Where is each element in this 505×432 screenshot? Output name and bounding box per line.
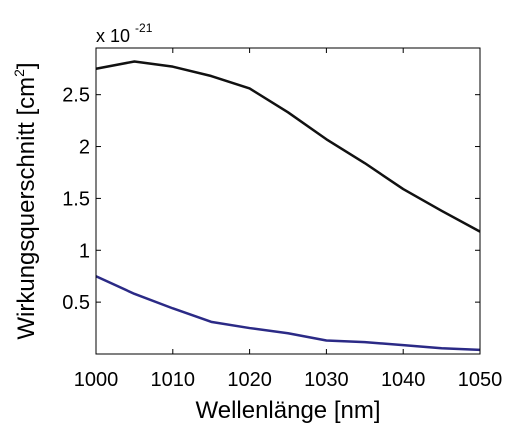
y-tick-label: 2: [79, 137, 90, 159]
y-tick-label: 2.5: [62, 85, 90, 107]
x-tick-label: 1020: [227, 369, 272, 391]
y-axis-ticks: 0.5 1 1.5 2 2.5: [62, 85, 480, 314]
y-axis-title-suffix: ]: [13, 62, 40, 69]
x-tick-label: 1050: [458, 369, 503, 391]
series-line-1: [95, 60, 481, 233]
series-line-2: [95, 275, 481, 352]
x-tick-label: 1040: [381, 369, 426, 391]
plot-frame: [95, 47, 481, 355]
y-exponent-prefix: x 10: [96, 26, 130, 46]
y-tick-label: 1.5: [62, 188, 90, 210]
y-tick-label: 0.5: [62, 292, 90, 314]
x-tick-label: 1030: [304, 369, 349, 391]
series-layer: [95, 60, 481, 352]
y-exponent-superscript: -21: [135, 21, 153, 35]
x-axis-ticks: 1000 1010 1020 1030 1040 1050: [74, 48, 503, 391]
y-axis-title-prefix: Wirkungsquerschnitt [cm: [13, 77, 40, 340]
x-tick-label: 1000: [74, 369, 119, 391]
y-axis-title-superscript: 2: [11, 69, 27, 77]
y-tick-label: 1: [79, 240, 90, 262]
y-exponent-label: x 10 -21: [96, 21, 153, 46]
x-axis-title: Wellenlänge [nm]: [196, 397, 381, 424]
y-axis-title: Wirkungsquerschnitt [cm2]: [11, 62, 40, 339]
x-tick-label: 1010: [151, 369, 196, 391]
